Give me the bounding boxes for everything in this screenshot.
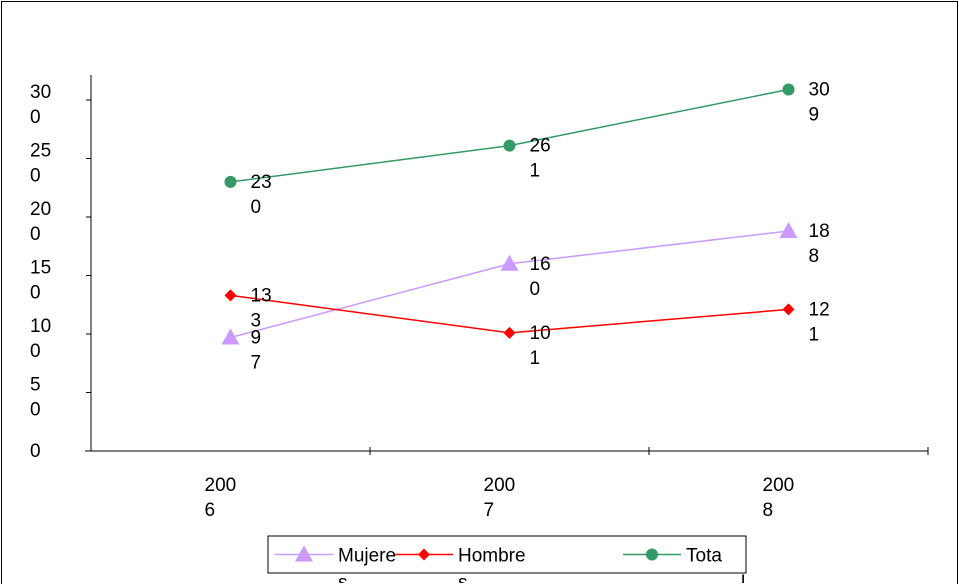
series-line-tota (230, 88, 789, 183)
data-point-tota (782, 83, 795, 96)
data-label-tota: 26 1 (530, 136, 551, 182)
chart-axes: 0 5 0 10 0 15 0 20 0 25 0 30 0 200 6 200 7 200 8 (30, 75, 929, 521)
data-point-tota (503, 139, 516, 152)
data-label-tota: 30 9 (809, 79, 830, 125)
legend-label-wrap-tota: l (741, 573, 745, 584)
data-label-mujere: 18 8 (809, 221, 830, 267)
data-point-hombre (224, 289, 237, 302)
y-tick-label: 30 0 (30, 82, 51, 128)
legend-marker-tota (646, 548, 658, 561)
data-point-tota (224, 175, 237, 188)
series-line-mujere (230, 230, 789, 339)
data-point-mujere (221, 328, 240, 345)
data-label-tota: 23 0 (251, 172, 272, 218)
y-tick-label: 15 0 (30, 258, 51, 304)
data-label-hombre: 10 1 (530, 323, 551, 369)
x-tick-label: 200 6 (205, 475, 237, 521)
legend-label-mujere: Mujere (338, 546, 396, 567)
y-tick-label: 0 (30, 441, 41, 462)
legend-marker-mujere (295, 545, 313, 562)
data-point-mujere (779, 222, 798, 239)
y-tick-label: 10 0 (30, 316, 51, 362)
legend-label-tota: Tota (686, 546, 722, 567)
data-point-mujere (500, 254, 519, 271)
data-label-hombre: 13 3 (251, 285, 272, 331)
y-tick-label: 20 0 (30, 199, 51, 245)
legend-label-wrap-hombre: s (458, 573, 468, 584)
data-point-hombre (503, 326, 516, 339)
legend-label-wrap-mujere: s (338, 573, 348, 584)
y-tick-label: 25 0 (30, 141, 51, 187)
x-tick-label: 200 7 (484, 475, 516, 521)
data-label-mujere: 16 0 (530, 254, 551, 300)
legend-marker-hombre (418, 548, 430, 561)
x-tick-label: 200 8 (763, 475, 795, 521)
series-layer (221, 83, 798, 345)
legend-label-hombre: Hombre (458, 546, 526, 567)
data-point-hombre (782, 303, 795, 316)
data-label-hombre: 12 1 (809, 299, 830, 345)
data-labels: 9 7 16 0 18 8 13 3 10 1 12 1 23 0 26 1 30 9 (251, 79, 830, 373)
legend: Mujere s Hombre s Tota l (267, 535, 747, 584)
